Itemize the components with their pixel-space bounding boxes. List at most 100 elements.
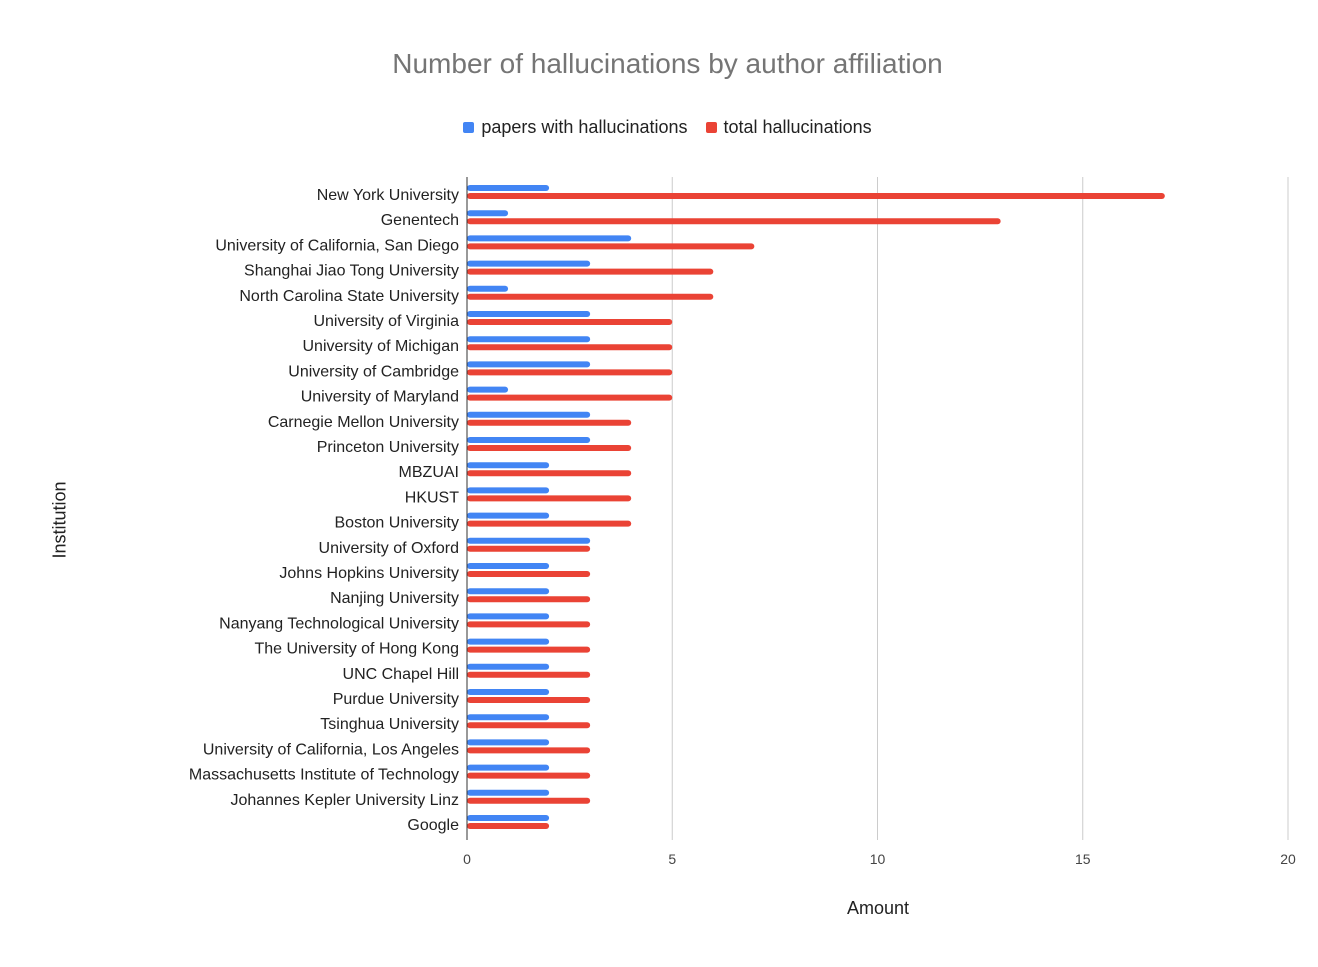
x-tick-label: 5 bbox=[668, 851, 676, 867]
legend-item-papers[interactable]: papers with hallucinations bbox=[463, 117, 688, 138]
category-label: University of Michigan bbox=[303, 338, 460, 355]
bar-total[interactable] bbox=[467, 394, 673, 401]
bar-papers[interactable] bbox=[467, 411, 591, 418]
bar-papers[interactable] bbox=[467, 815, 550, 821]
category-label: Johns Hopkins University bbox=[279, 565, 459, 582]
bar-papers[interactable] bbox=[467, 663, 550, 670]
bar-group[interactable]: Genentech bbox=[381, 210, 1001, 229]
bar-group[interactable]: Nanjing University bbox=[330, 588, 591, 607]
bar-papers[interactable] bbox=[467, 638, 550, 645]
category-label: HKUST bbox=[405, 489, 459, 506]
bar-papers[interactable] bbox=[467, 689, 550, 695]
x-tick-label: 20 bbox=[1280, 851, 1296, 867]
bar-group[interactable]: Nanyang Technological University bbox=[219, 613, 591, 632]
bar-group[interactable]: Johns Hopkins University bbox=[279, 563, 591, 582]
category-label: Google bbox=[407, 817, 459, 834]
bar-papers[interactable] bbox=[467, 210, 509, 217]
bar-total[interactable] bbox=[467, 571, 591, 577]
bar-group[interactable]: Google bbox=[407, 815, 550, 834]
legend-label-papers: papers with hallucinations bbox=[481, 117, 688, 137]
category-label: Nanyang Technological University bbox=[219, 615, 459, 632]
bar-group[interactable]: University of Maryland bbox=[301, 386, 673, 406]
bar-papers[interactable] bbox=[467, 487, 550, 494]
bar-total[interactable] bbox=[467, 646, 591, 653]
bar-group[interactable]: Tsinghua University bbox=[320, 714, 591, 733]
bar-total[interactable] bbox=[467, 596, 591, 603]
bar-group[interactable]: New York University bbox=[317, 185, 1165, 204]
bar-total[interactable] bbox=[467, 268, 714, 275]
category-label: Nanjing University bbox=[330, 590, 459, 607]
bar-total[interactable] bbox=[467, 470, 632, 477]
bar-total[interactable] bbox=[467, 193, 1165, 199]
bar-papers[interactable] bbox=[467, 739, 550, 746]
bar-group[interactable]: Purdue University bbox=[333, 689, 591, 708]
bar-group[interactable]: HKUST bbox=[405, 487, 632, 506]
category-label: Tsinghua University bbox=[320, 716, 459, 733]
bar-group[interactable]: University of Oxford bbox=[319, 537, 591, 557]
bar-group[interactable]: University of Cambridge bbox=[288, 361, 673, 380]
bar-group[interactable]: MBZUAI bbox=[399, 462, 632, 481]
bar-total[interactable] bbox=[467, 319, 673, 325]
bar-total[interactable] bbox=[467, 621, 591, 628]
bar-papers[interactable] bbox=[467, 260, 591, 267]
bar-papers[interactable] bbox=[467, 336, 591, 343]
bar-group[interactable]: Shanghai Jiao Tong University bbox=[244, 260, 714, 280]
category-label: University of Maryland bbox=[301, 389, 459, 406]
bar-papers[interactable] bbox=[467, 789, 550, 796]
legend: papers with hallucinations total halluci… bbox=[0, 117, 1318, 138]
bar-total[interactable] bbox=[467, 419, 632, 426]
bar-papers[interactable] bbox=[467, 185, 550, 191]
bar-total[interactable] bbox=[467, 445, 632, 451]
bar-group[interactable]: UNC Chapel Hill bbox=[343, 663, 591, 683]
bar-total[interactable] bbox=[467, 520, 632, 527]
bar-total[interactable] bbox=[467, 747, 591, 754]
bar-total[interactable] bbox=[467, 218, 1001, 225]
bar-total[interactable] bbox=[467, 344, 673, 351]
bar-papers[interactable] bbox=[467, 437, 591, 443]
bar-total[interactable] bbox=[467, 369, 673, 376]
bar-group[interactable]: North Carolina State University bbox=[239, 285, 714, 305]
category-label: North Carolina State University bbox=[239, 288, 459, 305]
category-label: University of Oxford bbox=[319, 540, 459, 557]
bar-total[interactable] bbox=[467, 545, 591, 552]
bar-group[interactable]: University of California, San Diego bbox=[215, 235, 755, 254]
category-label: The University of Hong Kong bbox=[254, 641, 459, 658]
bar-total[interactable] bbox=[467, 797, 591, 804]
bar-group[interactable]: University of California, Los Angeles bbox=[203, 739, 591, 758]
bar-papers[interactable] bbox=[467, 235, 632, 242]
bar-papers[interactable] bbox=[467, 613, 550, 620]
bar-group[interactable]: The University of Hong Kong bbox=[254, 638, 591, 658]
bar-papers[interactable] bbox=[467, 311, 591, 317]
bar-group[interactable]: Boston University bbox=[335, 512, 632, 532]
bar-group[interactable]: Massachusetts Institute of Technology bbox=[189, 764, 591, 784]
x-axis-label: Amount bbox=[846, 898, 910, 918]
bar-papers[interactable] bbox=[467, 512, 550, 519]
category-label: Shanghai Jiao Tong University bbox=[244, 263, 459, 280]
bar-total[interactable] bbox=[467, 243, 755, 250]
bar-total[interactable] bbox=[467, 495, 632, 502]
bar-total[interactable] bbox=[467, 823, 550, 829]
bar-group[interactable]: Carnegie Mellon University bbox=[268, 411, 632, 431]
bar-papers[interactable] bbox=[467, 361, 591, 368]
bar-total[interactable] bbox=[467, 671, 591, 678]
x-tick-label: 0 bbox=[463, 851, 471, 867]
bar-total[interactable] bbox=[467, 772, 591, 779]
bar-group[interactable]: University of Virginia bbox=[313, 311, 673, 330]
bar-papers[interactable] bbox=[467, 764, 550, 771]
bar-total[interactable] bbox=[467, 722, 591, 729]
bar-papers[interactable] bbox=[467, 588, 550, 595]
bar-papers[interactable] bbox=[467, 285, 509, 292]
bar-group[interactable]: University of Michigan bbox=[303, 336, 673, 355]
bar-papers[interactable] bbox=[467, 386, 509, 393]
bar-papers[interactable] bbox=[467, 537, 591, 544]
bar-papers[interactable] bbox=[467, 563, 550, 569]
bar-group[interactable]: Princeton University bbox=[317, 437, 632, 456]
category-label: Genentech bbox=[381, 212, 459, 229]
bar-total[interactable] bbox=[467, 697, 591, 703]
legend-item-total[interactable]: total hallucinations bbox=[705, 117, 872, 138]
bar-papers[interactable] bbox=[467, 462, 550, 469]
bar-group[interactable]: Johannes Kepler University Linz bbox=[230, 789, 591, 809]
bar-papers[interactable] bbox=[467, 714, 550, 721]
bar-total[interactable] bbox=[467, 293, 714, 300]
